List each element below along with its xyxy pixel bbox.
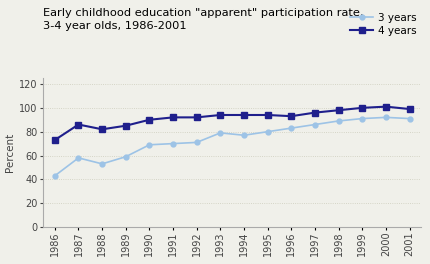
Text: Early childhood education "apparent" participation rate,
3-4 year olds, 1986-200: Early childhood education "apparent" par… <box>43 8 363 31</box>
Legend: 3 years, 4 years: 3 years, 4 years <box>350 13 416 36</box>
Y-axis label: Percent: Percent <box>5 133 15 172</box>
